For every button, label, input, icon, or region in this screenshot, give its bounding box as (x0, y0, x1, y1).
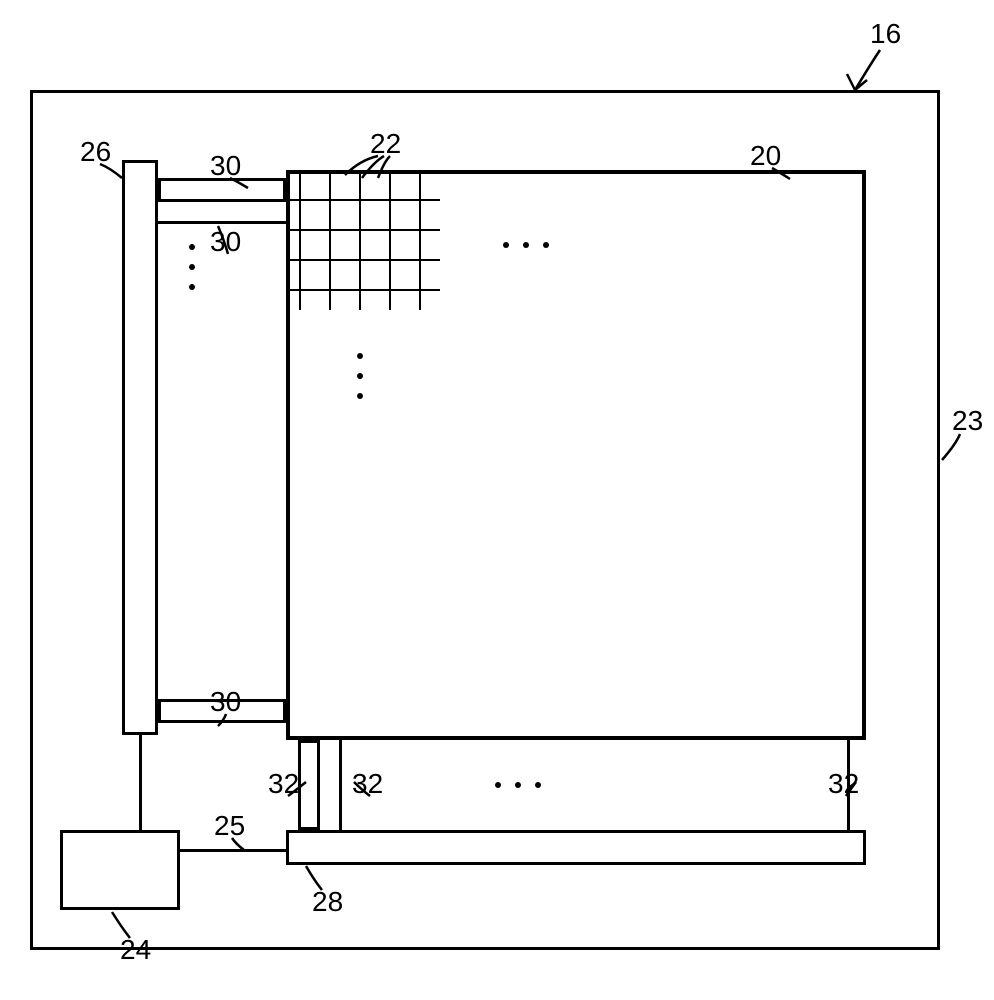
label-l16: 16 (870, 18, 901, 50)
grid-22-h-2 (286, 259, 440, 261)
line-25 (180, 849, 286, 852)
label-l32b: 32 (352, 768, 383, 800)
label-l30a: 30 (210, 150, 241, 182)
label-l32c: 32 (828, 768, 859, 800)
block-driver-28 (286, 830, 866, 865)
block-ctrl-24 (60, 830, 180, 910)
label-l25: 25 (214, 810, 245, 842)
label-l28: 28 (312, 886, 343, 918)
grid-22-h-0 (286, 199, 440, 201)
grid-22-h-1 (286, 229, 440, 231)
label-l32a: 32 (268, 768, 299, 800)
dots-col-below-0 (357, 353, 363, 359)
bus-32-left (298, 740, 320, 830)
dots-between-32-1 (515, 782, 521, 788)
label-l24: 24 (120, 934, 151, 966)
dots-col-below-1 (357, 373, 363, 379)
block-driver-26 (122, 160, 158, 735)
label-l20: 20 (750, 140, 781, 172)
dots-left-driver-2 (189, 284, 195, 290)
dots-row-right-1 (523, 242, 529, 248)
dots-between-32-2 (535, 782, 541, 788)
dots-left-driver-0 (189, 244, 195, 250)
dots-left-driver-1 (189, 264, 195, 270)
dots-col-below-2 (357, 393, 363, 399)
line-32-mid (339, 740, 342, 830)
label-l22: 22 (370, 128, 401, 160)
dots-between-32-0 (495, 782, 501, 788)
dots-row-right-2 (543, 242, 549, 248)
label-l30c: 30 (210, 686, 241, 718)
line-30-mid (158, 221, 286, 224)
label-l23: 23 (952, 405, 983, 437)
label-l26: 26 (80, 136, 111, 168)
diagram-root: 16 20 22 23 24 25 26 28 30 30 30 32 32 32 (0, 0, 994, 1000)
block-panel-20 (286, 170, 866, 740)
grid-22-h-3 (286, 289, 440, 291)
line-26-to-24 (139, 735, 142, 830)
dots-row-right-0 (503, 242, 509, 248)
label-l30b: 30 (210, 226, 241, 258)
